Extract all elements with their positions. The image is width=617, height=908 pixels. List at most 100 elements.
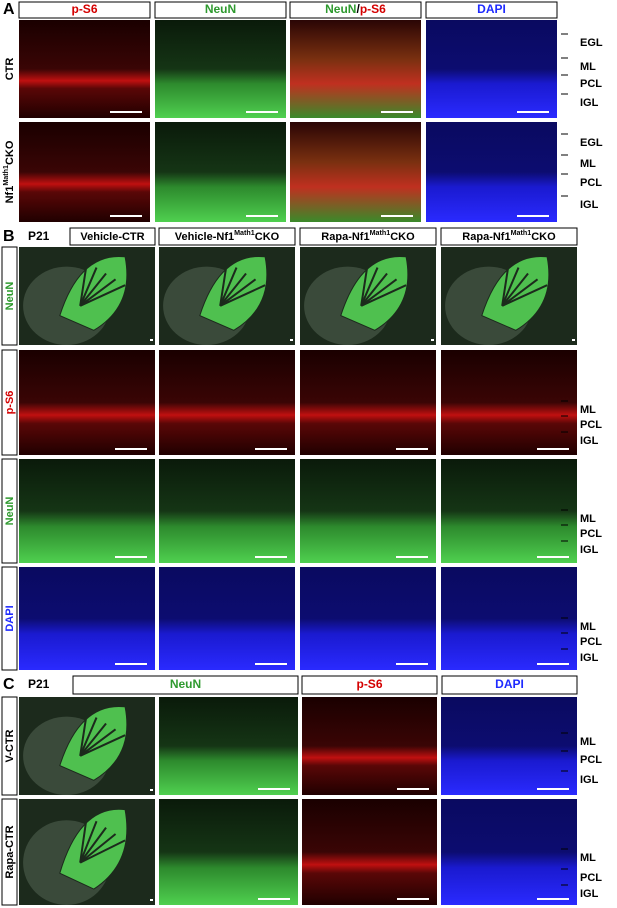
column-header: p-S6 xyxy=(356,677,382,691)
header-box xyxy=(1,246,18,346)
micrograph xyxy=(302,697,437,795)
micrograph xyxy=(426,122,557,222)
row-label-text: NeuN xyxy=(4,282,16,311)
micrograph xyxy=(290,20,421,118)
folia xyxy=(79,728,117,757)
layer-label: ML xyxy=(580,61,596,73)
header-box xyxy=(441,675,578,695)
folia xyxy=(360,272,388,307)
micrograph xyxy=(441,350,577,455)
column-header-text: p-S6 xyxy=(356,677,382,691)
column-header-text: NeuN xyxy=(205,2,236,16)
row-label: NeuN xyxy=(4,497,16,526)
figure-content: AP8p-S6NeuNNeuN/p-S6DAPICTRNf1Math1CKOEG… xyxy=(1,1,603,906)
layer-label: ML xyxy=(580,736,596,748)
row-label-text: V-CTR xyxy=(4,729,16,762)
layer-label: IGL xyxy=(580,97,599,109)
layer-label: ML xyxy=(580,852,596,864)
cerebellum xyxy=(59,808,128,890)
micrograph xyxy=(159,697,298,795)
header-box xyxy=(1,696,18,796)
folia xyxy=(501,267,520,307)
layer-label: PCL xyxy=(580,636,602,648)
folia xyxy=(219,278,257,307)
micrograph xyxy=(155,20,286,118)
row-label-part: CKO xyxy=(4,140,16,165)
column-header-part: CKO xyxy=(531,231,556,243)
micrograph xyxy=(300,350,436,455)
row-label: Rapa-CTR xyxy=(4,825,16,878)
folia xyxy=(360,261,369,306)
layer-label: EGL xyxy=(580,37,603,49)
column-header-part: Math1 xyxy=(234,229,255,237)
folia xyxy=(219,284,266,307)
row-label-part: Math1 xyxy=(2,165,10,186)
micrograph xyxy=(159,567,295,670)
scale-bar xyxy=(150,339,153,341)
layer-label: IGL xyxy=(580,888,599,900)
column-header: DAPI xyxy=(495,677,524,691)
folia xyxy=(79,278,117,307)
header-box xyxy=(1,798,18,906)
micrograph xyxy=(159,799,298,905)
header-box xyxy=(299,227,437,246)
folia xyxy=(79,833,117,864)
panel-letter: A xyxy=(3,1,15,18)
micrograph xyxy=(155,122,286,222)
cerebellum xyxy=(199,255,268,331)
layer-label: PCL xyxy=(580,754,602,766)
micrograph xyxy=(300,567,436,670)
column-header: Vehicle-Nf1Math1CKO xyxy=(175,229,280,243)
column-header: Rapa-Nf1Math1CKO xyxy=(321,229,415,243)
micrograph xyxy=(19,567,155,670)
row-label: CTR xyxy=(4,58,16,81)
column-header-text: DAPI xyxy=(495,677,524,691)
micrograph xyxy=(441,697,577,795)
cerebellum xyxy=(59,255,128,331)
folia xyxy=(219,267,238,307)
column-header-part: Rapa-Nf1 xyxy=(321,231,369,243)
column-header-part: Vehicle-Nf1 xyxy=(175,231,234,243)
folia xyxy=(79,272,107,307)
row-label-text: CTR xyxy=(4,58,16,81)
folia xyxy=(501,261,510,306)
column-header-text: NeuN xyxy=(170,677,201,691)
header-box xyxy=(72,675,299,695)
panel-letter: B xyxy=(3,228,15,245)
header-box xyxy=(1,566,18,671)
layer-label: IGL xyxy=(580,199,599,211)
cerebellum xyxy=(340,255,409,331)
layer-label: PCL xyxy=(580,528,602,540)
age-label: P21 xyxy=(28,677,50,691)
micrograph xyxy=(159,459,295,563)
folia xyxy=(360,278,398,307)
micrograph xyxy=(19,350,155,455)
folia xyxy=(501,272,529,307)
column-header: p-S6 xyxy=(71,2,97,16)
cerebellum xyxy=(59,705,128,781)
column-header: NeuN xyxy=(170,677,201,691)
folia xyxy=(79,839,126,864)
folia xyxy=(79,734,126,757)
column-header-part: p-S6 xyxy=(360,2,386,16)
layer-label: EGL xyxy=(580,137,603,149)
micrograph xyxy=(159,350,295,455)
micrograph xyxy=(19,459,155,563)
header-box xyxy=(154,1,287,19)
micrograph xyxy=(300,459,436,563)
column-header-part: Math1 xyxy=(370,229,391,237)
micrograph xyxy=(19,20,150,118)
row-label: p-S6 xyxy=(4,391,16,415)
layer-label: IGL xyxy=(580,435,599,447)
row-label-text: DAPI xyxy=(4,605,16,631)
micrograph xyxy=(426,20,557,118)
column-header: NeuN xyxy=(205,2,236,16)
folia xyxy=(501,278,539,307)
folia xyxy=(79,711,88,756)
column-header-part: NeuN xyxy=(325,2,356,16)
layer-label: PCL xyxy=(580,177,602,189)
folia xyxy=(79,814,88,863)
header-box xyxy=(158,227,296,246)
column-header-part: Math1 xyxy=(511,229,532,237)
